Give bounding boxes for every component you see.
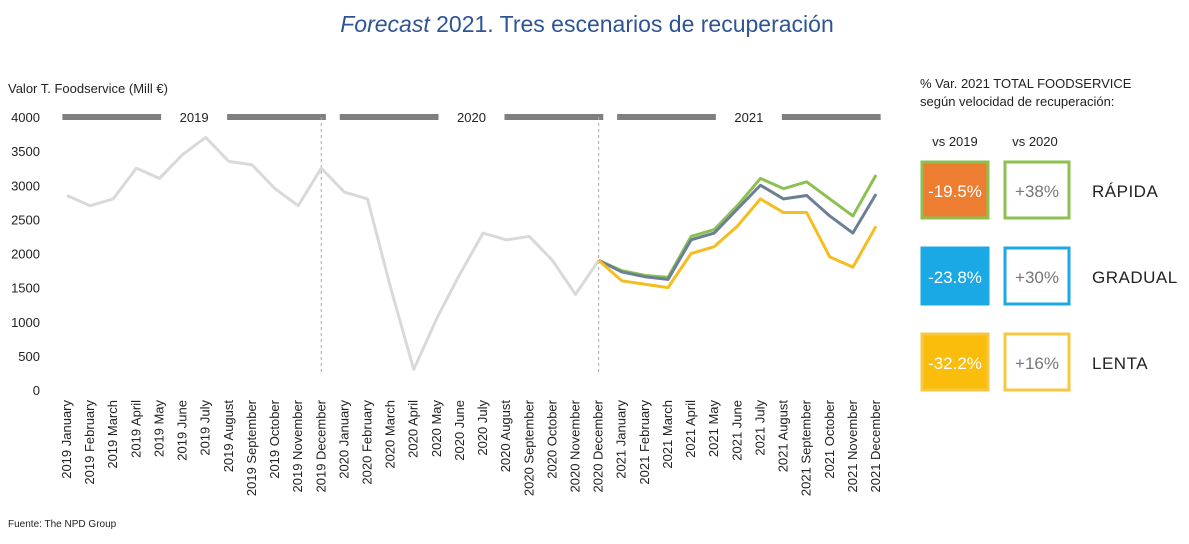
chart-title: Forecast 2021. Tres escenarios de recupe… bbox=[340, 11, 834, 37]
x-tick-label: 2019 February bbox=[82, 400, 97, 485]
x-tick-label: 2021 July bbox=[752, 400, 767, 456]
y-tick-label: 1500 bbox=[11, 281, 40, 296]
x-tick-label: 2021 September bbox=[799, 399, 814, 496]
y-tick-label: 2000 bbox=[11, 247, 40, 262]
title-italic: Forecast bbox=[340, 11, 431, 37]
change-box bbox=[1003, 246, 1071, 306]
x-tick-label: 2019 April bbox=[128, 400, 143, 458]
y-tick-label: 3500 bbox=[11, 144, 40, 159]
column-head: vs 2020 bbox=[1012, 134, 1058, 149]
y-tick-label: 500 bbox=[18, 349, 40, 364]
period-label: 2020 bbox=[457, 110, 486, 125]
y-tick-label: 2500 bbox=[11, 212, 40, 227]
x-tick-label: 2020 October bbox=[544, 399, 559, 478]
y-axis-label: Valor T. Foodservice (Mill €) bbox=[8, 81, 168, 96]
period-label: 2021 bbox=[734, 110, 763, 125]
x-tick-label: 2020 March bbox=[383, 400, 398, 469]
x-tick-label: 2021 October bbox=[822, 399, 837, 478]
series-line bbox=[597, 197, 878, 290]
x-tick-label: 2019 September bbox=[244, 399, 259, 496]
x-tick-label: 2019 July bbox=[198, 400, 213, 456]
x-tick-label: 2019 November bbox=[290, 399, 305, 492]
x-tick-label: 2019 October bbox=[267, 399, 282, 478]
x-tick-label: 2021 January bbox=[614, 400, 629, 479]
period-bar bbox=[227, 114, 326, 120]
panel-header: según velocidad de recuperación: bbox=[920, 94, 1114, 109]
x-tick-label: 2020 February bbox=[359, 400, 374, 485]
change-vs-2020: +30% bbox=[1015, 268, 1059, 287]
x-tick-label: 2021 May bbox=[706, 400, 721, 458]
x-tick-label: 2020 July bbox=[475, 400, 490, 456]
change-vs-2020: +38% bbox=[1015, 182, 1059, 201]
y-tick-label: 1000 bbox=[11, 315, 40, 330]
series-line bbox=[597, 183, 878, 281]
x-tick-label: 2020 December bbox=[591, 399, 606, 492]
change-box bbox=[920, 332, 990, 392]
x-tick-label: 2020 January bbox=[336, 400, 351, 479]
x-tick-label: 2020 June bbox=[452, 400, 467, 461]
x-tick-label: 2021 June bbox=[729, 400, 744, 461]
x-tick-label: 2020 August bbox=[498, 400, 513, 473]
column-head: vs 2019 bbox=[932, 134, 978, 149]
change-vs-2019: -19.5% bbox=[928, 182, 982, 201]
period-bar bbox=[339, 114, 439, 120]
x-tick-label: 2020 September bbox=[521, 399, 536, 496]
y-tick-label: 3000 bbox=[11, 178, 40, 193]
change-box bbox=[920, 160, 990, 220]
x-tick-label: 2019 March bbox=[105, 400, 120, 469]
x-tick-label: 2020 April bbox=[406, 400, 421, 458]
x-tick-label: 2021 April bbox=[683, 400, 698, 458]
x-tick-label: 2020 May bbox=[429, 400, 444, 458]
x-tick-label: 2019 June bbox=[175, 400, 190, 461]
change-vs-2020: +16% bbox=[1015, 354, 1059, 373]
x-tick-label: 2019 December bbox=[313, 399, 328, 492]
x-tick-label: 2021 August bbox=[776, 400, 791, 473]
scenario-name: GRADUAL bbox=[1092, 268, 1178, 287]
x-tick-label: 2021 December bbox=[868, 399, 883, 492]
panel-header: % Var. 2021 TOTAL FOODSERVICE bbox=[920, 76, 1132, 91]
x-tick-label: 2021 March bbox=[660, 400, 675, 469]
change-box bbox=[920, 246, 990, 306]
x-tick-label: 2021 November bbox=[845, 399, 860, 492]
change-box bbox=[1003, 160, 1071, 220]
source: Fuente: The NPD Group bbox=[8, 519, 117, 530]
x-tick-label: 2019 August bbox=[221, 400, 236, 473]
series-line bbox=[66, 135, 600, 372]
period-label: 2019 bbox=[180, 110, 209, 125]
x-tick-label: 2019 May bbox=[151, 400, 166, 458]
scenario-name: LENTA bbox=[1092, 354, 1148, 373]
change-vs-2019: -23.8% bbox=[928, 268, 982, 287]
period-bar bbox=[617, 114, 716, 120]
period-bar bbox=[781, 114, 881, 120]
y-tick-label: 0 bbox=[33, 383, 40, 398]
change-vs-2019: -32.2% bbox=[928, 354, 982, 373]
scenario-name: RÁPIDA bbox=[1092, 182, 1158, 201]
x-tick-label: 2019 January bbox=[59, 400, 74, 479]
period-bar bbox=[504, 114, 604, 120]
y-tick-label: 4000 bbox=[11, 110, 40, 125]
x-tick-label: 2021 February bbox=[637, 400, 652, 485]
period-bar bbox=[62, 114, 162, 120]
change-box bbox=[1003, 332, 1071, 392]
x-tick-label: 2020 November bbox=[568, 399, 583, 492]
title-rest: 2021. Tres escenarios de recuperación bbox=[430, 11, 834, 37]
